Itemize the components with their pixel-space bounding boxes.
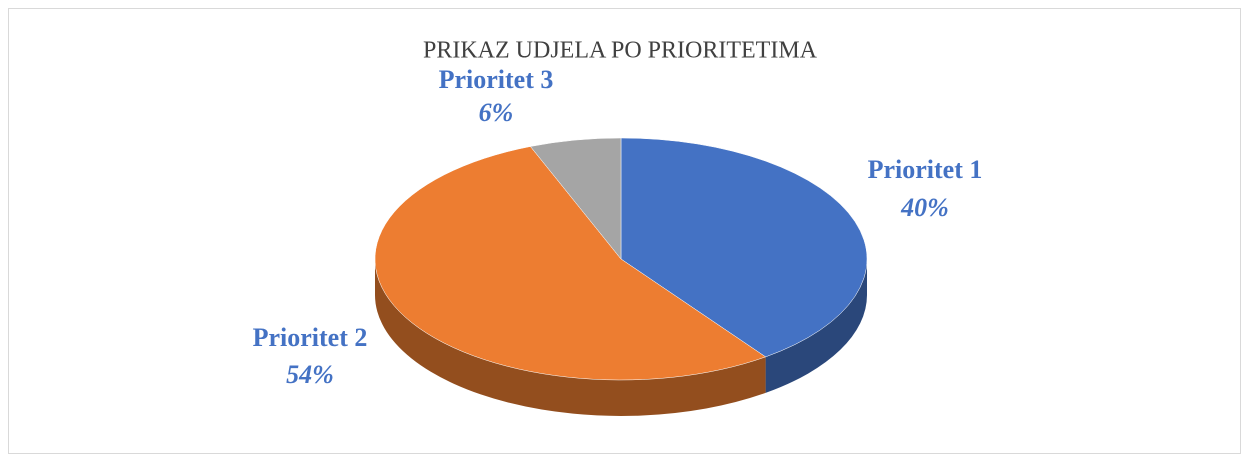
slice-label: Prioritet 3	[439, 65, 554, 94]
slice-value-label: 40%	[900, 193, 949, 222]
slice-label: Prioritet 1	[868, 155, 983, 184]
slice	[529, 137, 622, 260]
slice-side	[765, 259, 867, 393]
slice	[374, 146, 767, 381]
slice	[620, 137, 868, 358]
slice-value-label: 54%	[286, 360, 334, 389]
chart-title: PRIKAZ UDJELA PO PRIORITETIMA	[423, 38, 818, 64]
slice-side	[375, 259, 766, 416]
slice-label: Prioritet 2	[253, 323, 368, 352]
slice-value-label: 6%	[479, 98, 514, 127]
